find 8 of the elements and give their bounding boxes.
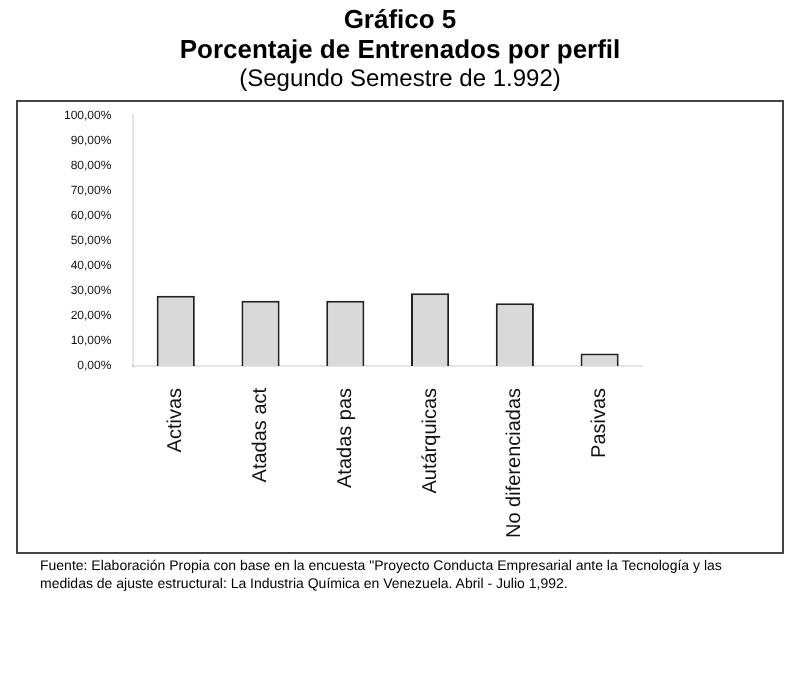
x-tick-label: Pasivas (589, 387, 612, 458)
x-tick-label: No diferenciadas (504, 387, 527, 539)
chart-title: Gráfico 5 Porcentaje de Entrenados por perfil (177, 4, 623, 64)
x-tick-label: Atadas act (250, 387, 273, 483)
x-tick-label: Activas (165, 387, 188, 453)
chart-subtitle: (Segundo Semestre de 1.992) (237, 64, 563, 92)
x-tick-label: Atadas pas (334, 387, 357, 489)
x-tick-label: Autárquicas (419, 387, 442, 494)
